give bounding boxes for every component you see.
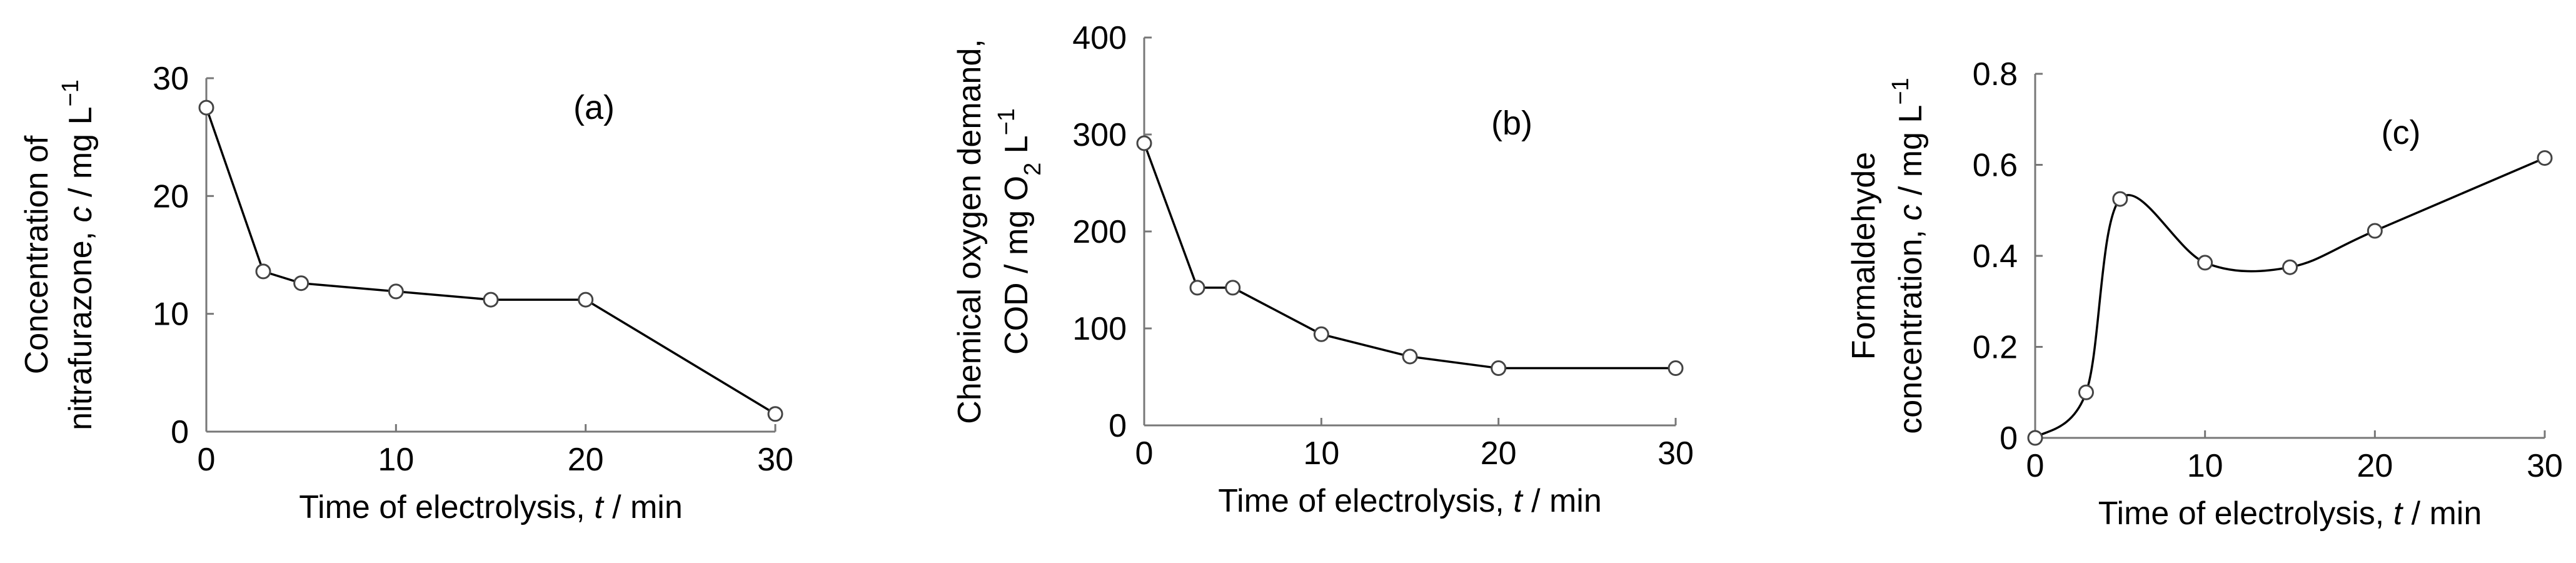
- data-point: [293, 275, 309, 292]
- x-tick-label: 0: [198, 442, 216, 478]
- y-axis-label-line2: concentration, c / mg L−1: [1888, 78, 1929, 434]
- y-tick-label: 0.6: [1973, 148, 2018, 184]
- y-tick-label: 400: [1072, 20, 1127, 56]
- data-point: [1491, 360, 1507, 377]
- data-point: [767, 406, 783, 422]
- x-tick-label: 10: [2187, 448, 2223, 484]
- data-point: [2027, 430, 2043, 446]
- y-tick-label: 0.4: [1973, 238, 2018, 275]
- x-tick-label: 0: [1135, 435, 1154, 472]
- x-axis-label: Time of electrolysis, t / min: [2098, 495, 2482, 532]
- y-tick-label: 10: [153, 297, 189, 333]
- y-axis-label-line2: nitrafurazone, c / mg L−1: [58, 79, 99, 430]
- y-tick-label: 20: [153, 178, 189, 215]
- y-tick-label: 300: [1072, 117, 1127, 153]
- y-tick-label: 30: [153, 61, 189, 97]
- x-tick-label: 20: [1481, 435, 1517, 472]
- data-point: [2537, 150, 2553, 166]
- y-axis-label-line2: COD / mg O2 L−1: [994, 108, 1046, 355]
- y-tick-label: 0: [2000, 420, 2018, 457]
- data-point: [1136, 135, 1152, 151]
- y-tick-label: 100: [1072, 311, 1127, 347]
- series-line: [2034, 156, 2545, 439]
- data-point: [578, 292, 594, 308]
- x-tick-label: 30: [1658, 435, 1694, 472]
- data-point: [1225, 280, 1241, 296]
- data-point: [1189, 280, 1205, 296]
- data-point: [388, 283, 404, 300]
- x-tick-label: 30: [2527, 448, 2563, 484]
- x-tick-label: 10: [378, 442, 414, 478]
- data-point: [483, 292, 499, 308]
- data-point: [198, 99, 214, 116]
- y-axis-label-line1: Formaldehyde: [1846, 152, 1882, 360]
- y-tick-label: 0.2: [1973, 330, 2018, 366]
- x-tick-label: 20: [2357, 448, 2393, 484]
- x-tick-label: 30: [757, 442, 793, 478]
- x-axis-label: Time of electrolysis, t / min: [1218, 483, 1602, 519]
- chart-panel-3: 0 10 20 30 0 0.2 0.4 0.6 0.8 Time of electrolysis…: [1846, 56, 2563, 532]
- data-point: [2112, 191, 2128, 207]
- chart-panel-1: 0 10 20 30 0 10 20 30 Time of electrolysis, t / …: [19, 61, 793, 525]
- x-tick-label: 10: [1303, 435, 1339, 472]
- y-tick-label: 0: [171, 414, 189, 450]
- panel-label: (b): [1491, 104, 1532, 142]
- panel-label: (a): [573, 89, 615, 126]
- x-tick-label: 0: [2026, 448, 2045, 484]
- data-point: [2282, 259, 2298, 275]
- y-tick-label: 200: [1072, 214, 1127, 250]
- data-point: [1668, 360, 1684, 377]
- data-point: [255, 263, 271, 280]
- y-tick-label: 0: [1109, 408, 1127, 444]
- data-point: [2367, 223, 2383, 239]
- series-line: [205, 107, 776, 415]
- panel-label: (c): [2382, 114, 2421, 151]
- series-line: [1143, 143, 1676, 370]
- data-point: [2078, 384, 2094, 400]
- y-axis-label-line1: Chemical oxygen demand,: [952, 39, 988, 424]
- data-point: [1402, 348, 1418, 365]
- y-tick-label: 0.8: [1973, 56, 2018, 93]
- data-point: [1313, 326, 1329, 342]
- data-point: [2197, 255, 2213, 271]
- x-axis-label: Time of electrolysis, t / min: [299, 489, 683, 525]
- y-axis-label-line1: Concentration of: [19, 135, 55, 374]
- x-tick-label: 20: [568, 442, 604, 478]
